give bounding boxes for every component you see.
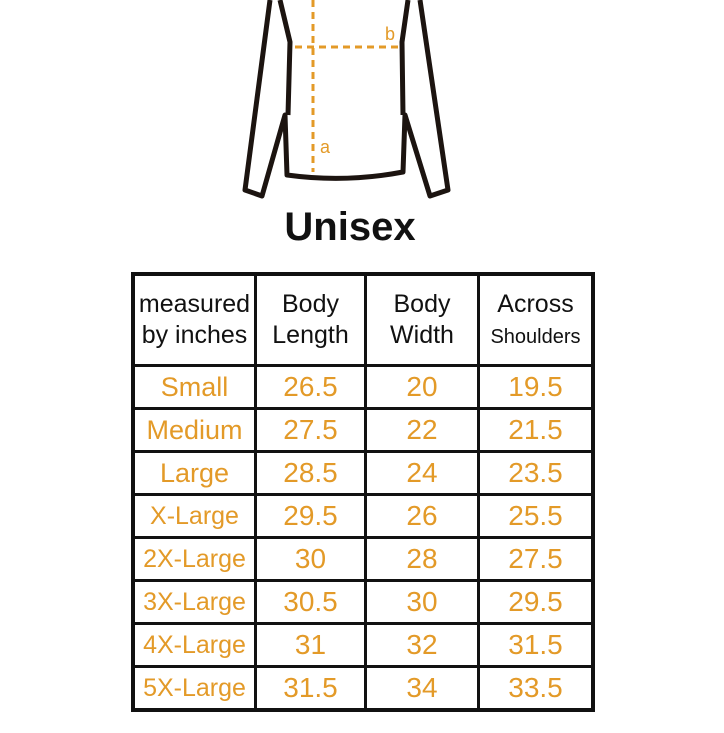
value-cell: 26 xyxy=(364,493,480,539)
shirt-diagram: a b xyxy=(242,0,451,199)
value-cell: 19.5 xyxy=(477,364,595,410)
header-cell: measured by inches xyxy=(131,272,257,367)
header-line: Body xyxy=(393,290,451,318)
value-cell: 29.5 xyxy=(477,579,595,625)
header-cell: Across Shoulders xyxy=(477,272,595,367)
header-line: Across xyxy=(497,290,574,318)
size-cell: X-Large xyxy=(131,493,257,539)
value-cell: 28.5 xyxy=(254,450,367,496)
value-cell: 28 xyxy=(364,536,480,582)
label-b: b xyxy=(385,24,395,44)
value-cell: 30 xyxy=(364,579,480,625)
value-cell: 27.5 xyxy=(477,536,595,582)
size-cell: 4X-Large xyxy=(131,622,257,668)
header-line: Length xyxy=(272,321,349,349)
value-cell: 31.5 xyxy=(254,665,367,712)
header-row: measured by inches Body Length Body Width A… xyxy=(131,272,595,367)
value-cell: 33.5 xyxy=(477,665,595,712)
value-cell: 21.5 xyxy=(477,407,595,453)
table-row: 4X-Large 31 32 31.5 xyxy=(131,622,595,668)
value-cell: 29.5 xyxy=(254,493,367,539)
size-cell: Small xyxy=(131,364,257,410)
value-cell: 24 xyxy=(364,450,480,496)
value-cell: 23.5 xyxy=(477,450,595,496)
value-cell: 31.5 xyxy=(477,622,595,668)
size-table: measured by inches Body Length Body Width A… xyxy=(131,272,595,712)
value-cell: 31 xyxy=(254,622,367,668)
table-row: 3X-Large 30.5 30 29.5 xyxy=(131,579,595,625)
table-row: Medium 27.5 22 21.5 xyxy=(131,407,595,453)
size-cell: 3X-Large xyxy=(131,579,257,625)
header-cell: Body Length xyxy=(254,272,367,367)
value-cell: 20 xyxy=(364,364,480,410)
value-cell: 22 xyxy=(364,407,480,453)
table-row: Small 26.5 20 19.5 xyxy=(131,364,595,410)
table-row: Large 28.5 24 23.5 xyxy=(131,450,595,496)
table-row: 2X-Large 30 28 27.5 xyxy=(131,536,595,582)
value-cell: 26.5 xyxy=(254,364,367,410)
title: Unisex xyxy=(284,205,416,249)
value-cell: 30 xyxy=(254,536,367,582)
size-cell: 2X-Large xyxy=(131,536,257,582)
value-cell: 25.5 xyxy=(477,493,595,539)
table-row: 5X-Large 31.5 34 33.5 xyxy=(131,665,595,712)
value-cell: 30.5 xyxy=(254,579,367,625)
label-a: a xyxy=(320,137,331,157)
header-line: measured xyxy=(138,290,251,318)
header-line: Body xyxy=(282,290,339,318)
size-cell: Medium xyxy=(131,407,257,453)
table-row: X-Large 29.5 26 25.5 xyxy=(131,493,595,539)
value-cell: 34 xyxy=(364,665,480,712)
size-cell: Large xyxy=(131,450,257,496)
header-line: Shoulders xyxy=(490,326,581,348)
value-cell: 27.5 xyxy=(254,407,367,453)
header-line: by inches xyxy=(141,321,248,349)
size-cell: 5X-Large xyxy=(131,665,257,712)
value-cell: 32 xyxy=(364,622,480,668)
header-cell: Body Width xyxy=(364,272,480,367)
header-line: Width xyxy=(390,321,454,349)
